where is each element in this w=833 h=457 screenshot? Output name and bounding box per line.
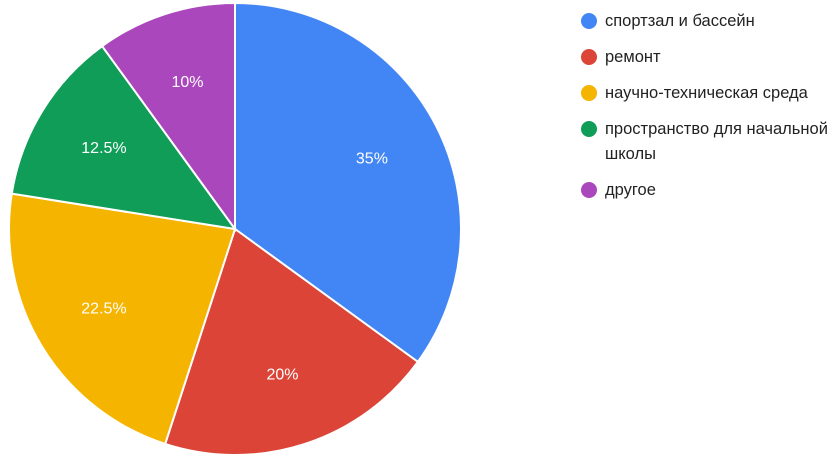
- legend-swatch: [581, 85, 597, 101]
- legend-swatch: [581, 182, 597, 198]
- slice-value-label: 10%: [171, 74, 203, 91]
- legend-swatch: [581, 49, 597, 65]
- slice-value-label: 35%: [356, 150, 388, 167]
- pie-slice-labels: 35% 20% 22.5% 12.5% 10%: [81, 74, 388, 383]
- pie-slice-other[interactable]: [100, 1, 236, 233]
- legend-item-sports-hall[interactable]: спортзал и бассейн: [580, 9, 830, 34]
- slice-value-label: 20%: [266, 366, 298, 383]
- legend-item-science-tech[interactable]: научно-техническая среда: [580, 81, 830, 106]
- pie-slice-science-tech[interactable]: [8, 192, 237, 446]
- legend-label: ремонт: [605, 48, 661, 66]
- legend-label: спортзал и бассейн: [605, 12, 755, 30]
- legend-swatch: [581, 13, 597, 29]
- legend-label: пространство для начальной школы: [605, 120, 828, 163]
- slice-value-label: 12.5%: [81, 140, 126, 157]
- pie-slice-renovation[interactable]: [163, 227, 420, 456]
- legend-swatch: [581, 121, 597, 137]
- legend-label: научно-техническая среда: [605, 84, 808, 102]
- pie-slices: [8, 1, 462, 456]
- pie-slice-primary-school[interactable]: [10, 44, 238, 231]
- chart-legend: спортзал и бассейн ремонт научно-техниче…: [580, 9, 830, 214]
- legend-item-primary-school[interactable]: пространство для начальной школы: [580, 117, 830, 167]
- legend-item-renovation[interactable]: ремонт: [580, 45, 830, 70]
- legend-label: другое: [605, 181, 656, 199]
- legend-item-other[interactable]: другое: [580, 178, 830, 203]
- slice-value-label: 22.5%: [81, 301, 126, 318]
- pie-slice-sports-hall[interactable]: [234, 1, 462, 364]
